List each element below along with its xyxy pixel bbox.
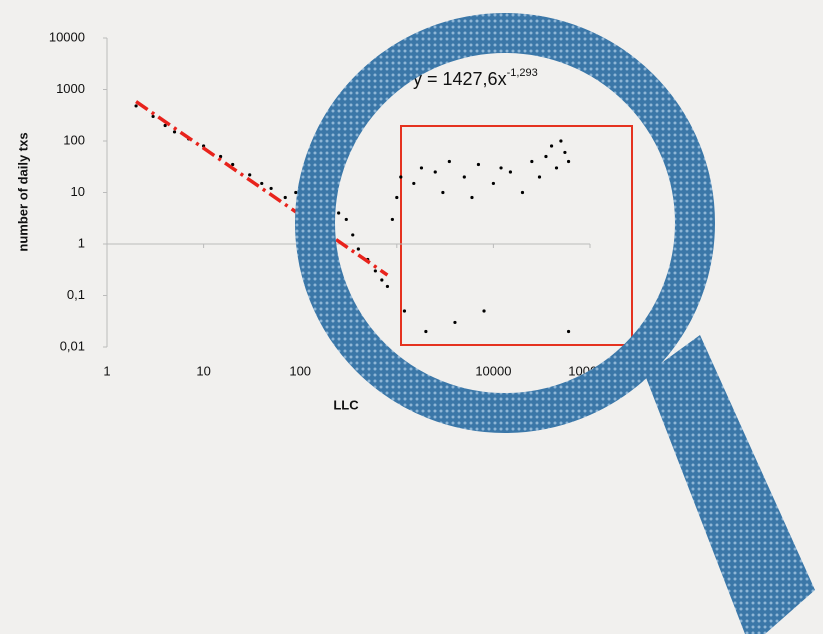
magnifier <box>0 0 823 634</box>
magnifier-ring <box>315 33 695 413</box>
slide: LLC number of daily txs y = 1427,6x-1,29… <box>0 0 823 634</box>
magnifier-handle <box>645 335 815 634</box>
